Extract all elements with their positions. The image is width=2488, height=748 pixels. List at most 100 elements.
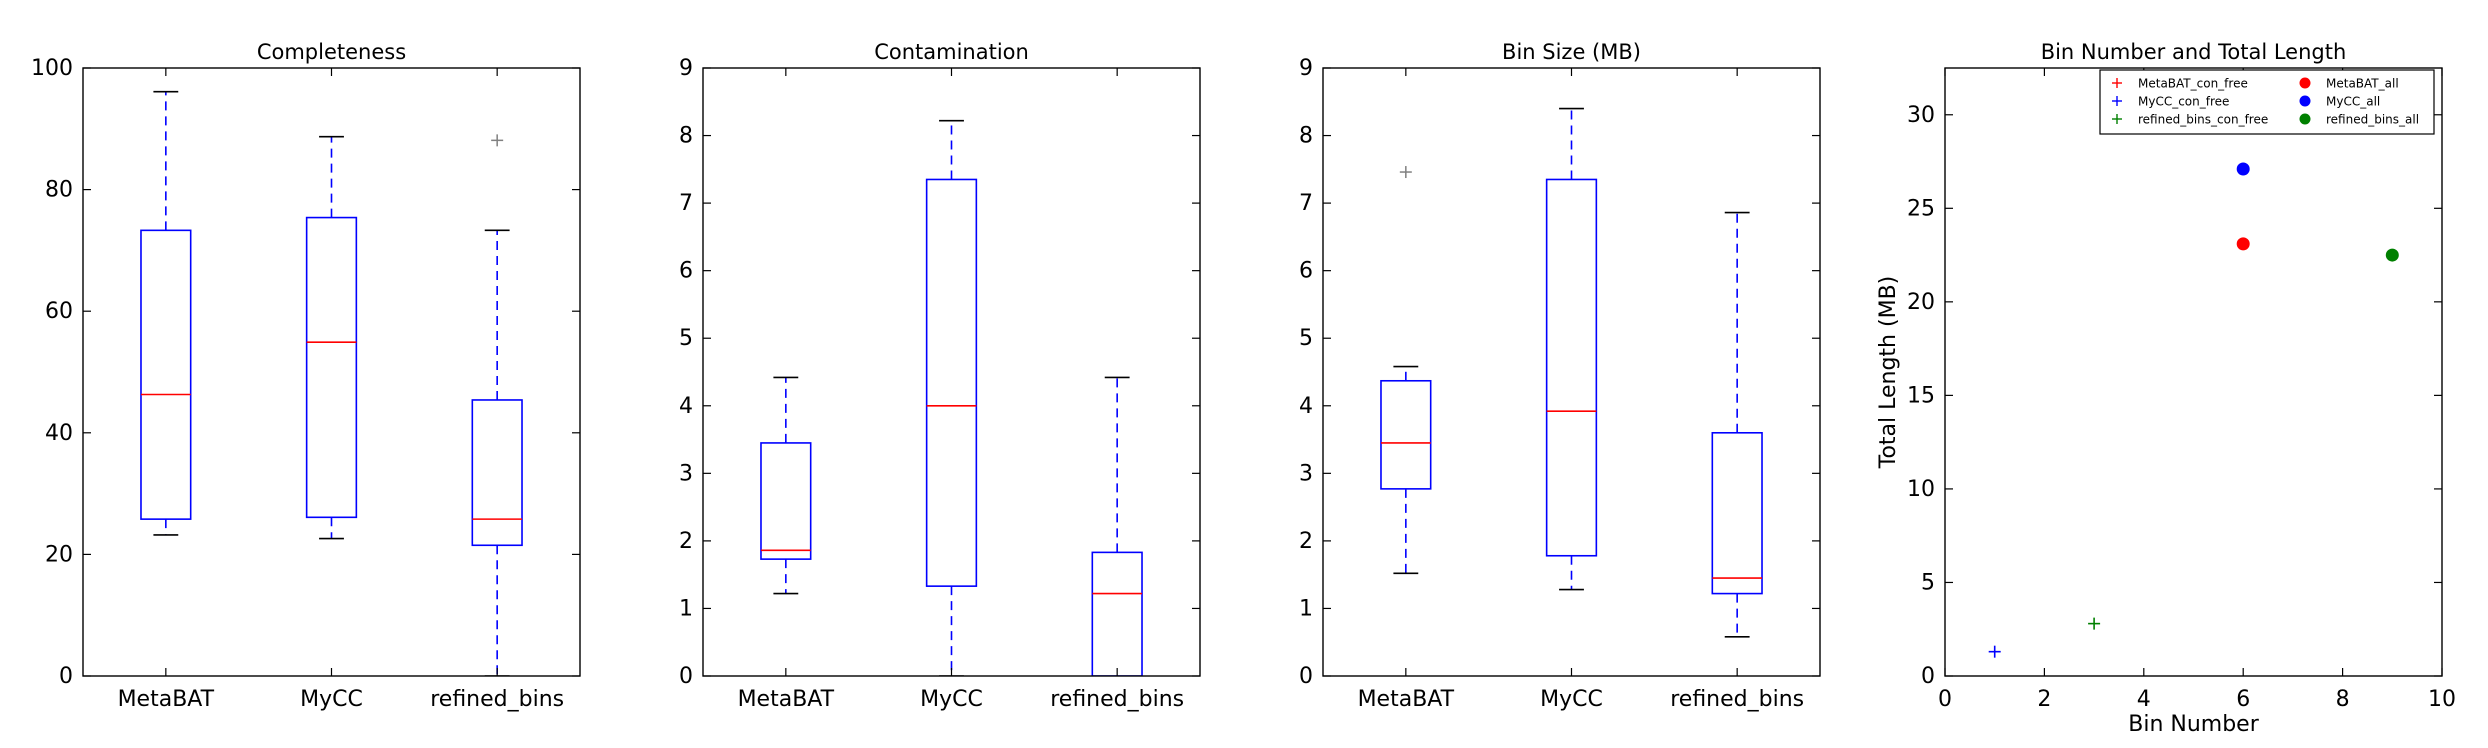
x-tick-label: 8 xyxy=(2336,687,2350,712)
chart-title: Contamination xyxy=(874,40,1029,64)
y-tick-label: 30 xyxy=(1907,103,1935,128)
y-tick-label: 100 xyxy=(31,56,73,81)
y-tick-label: 25 xyxy=(1907,196,1935,221)
iqr-box xyxy=(471,399,523,547)
iqr-box xyxy=(1711,431,1763,595)
legend-marker xyxy=(2299,113,2311,125)
y-tick-label: 5 xyxy=(1921,570,1935,595)
y-tick-label: 1 xyxy=(1299,596,1313,621)
x-tick-label: MetaBAT xyxy=(118,687,215,712)
x-tick-label: MetaBAT xyxy=(1358,687,1455,712)
box-MyCC xyxy=(305,135,358,540)
box-MyCC xyxy=(1545,107,1598,591)
y-tick-label: 40 xyxy=(45,421,73,446)
plot-area xyxy=(1380,107,1763,638)
legend-marker xyxy=(2112,78,2122,88)
flier-point xyxy=(1399,166,1412,179)
y-tick-label: 3 xyxy=(679,461,693,486)
x-tick-label: 10 xyxy=(2428,687,2456,712)
iqr-box xyxy=(925,178,978,587)
x-tick-label: MyCC xyxy=(300,687,363,712)
x-tick-label: MyCC xyxy=(1540,687,1603,712)
y-tick-label: 20 xyxy=(1907,290,1935,315)
y-tick-label: 0 xyxy=(679,664,693,689)
x-axis-label: Bin Number xyxy=(2128,712,2259,737)
box-refined_bins xyxy=(471,134,523,676)
chart-title: Bin Number and Total Length xyxy=(2041,40,2347,64)
flier-point xyxy=(491,134,504,147)
legend-label: MyCC_all xyxy=(2326,95,2380,109)
x-tick-label: 6 xyxy=(2236,687,2250,712)
iqr-box xyxy=(1091,551,1143,676)
box-MetaBAT xyxy=(760,376,812,595)
y-tick-label: 1 xyxy=(679,596,693,621)
plot-area xyxy=(760,119,1143,676)
y-tick-label: 4 xyxy=(679,394,693,419)
y-tick-label: 2 xyxy=(679,529,693,554)
data-point-MyCC_con_free xyxy=(1988,645,2001,658)
iqr-box xyxy=(1545,178,1598,557)
box-MetaBAT xyxy=(140,90,192,536)
box-MyCC xyxy=(925,119,978,676)
y-tick-label: 0 xyxy=(1299,664,1313,689)
boxplot-panel-3: 0 1 2 3 4 5 6 7 8 9 MetaBAT MyCC refined_bins Bin Siz… xyxy=(1299,40,1821,712)
x-tick-label: MetaBAT xyxy=(738,687,835,712)
y-tick-label: 3 xyxy=(1299,461,1313,486)
scatter-panel: 0 5 10 15 20 25 30 0 2 4 6 8 10 MetaBAT_con_free MyCC_… xyxy=(1876,40,2456,737)
iqr-box xyxy=(760,442,812,560)
boxplot-panel-2: 0 1 2 3 4 5 6 7 8 9 MetaBAT MyCC refined_bins Contami… xyxy=(679,40,1201,712)
y-tick-label: 8 xyxy=(1299,124,1313,149)
data-point-refined_bins_con_free xyxy=(2088,617,2101,630)
legend: MetaBAT_con_free MyCC_con_free refined_bin… xyxy=(2099,69,2435,135)
y-tick-label: 5 xyxy=(1299,326,1313,351)
y-tick-label: 0 xyxy=(59,664,73,689)
data-point-MetaBAT_all xyxy=(2236,237,2250,251)
legend-marker xyxy=(2112,96,2122,106)
legend-label: MetaBAT_all xyxy=(2326,77,2399,91)
legend-marker xyxy=(2299,95,2311,107)
x-tick-label: 2 xyxy=(2037,687,2051,712)
y-tick-label: 7 xyxy=(1299,191,1313,216)
y-tick-label: 4 xyxy=(1299,394,1313,419)
legend-label: refined_bins_all xyxy=(2326,113,2419,127)
y-tick-label: 7 xyxy=(679,191,693,216)
legend-marker xyxy=(2112,114,2122,124)
y-tick-label: 0 xyxy=(1921,664,1935,689)
iqr-box xyxy=(305,216,358,519)
box-refined_bins xyxy=(1711,211,1763,638)
y-tick-label: 2 xyxy=(1299,529,1313,554)
iqr-box xyxy=(1380,379,1432,490)
box-MetaBAT xyxy=(1380,166,1432,575)
iqr-box xyxy=(140,229,192,520)
chart-title: Completeness xyxy=(257,40,406,64)
x-tick-label: 0 xyxy=(1938,687,1952,712)
x-tick-label: refined_bins xyxy=(1670,687,1804,712)
x-tick-label: MyCC xyxy=(920,687,983,712)
y-tick-label: 9 xyxy=(1299,56,1313,81)
plot-area xyxy=(140,90,523,676)
legend-box xyxy=(2099,69,2435,135)
y-tick-label: 60 xyxy=(45,299,73,324)
legend-label: refined_bins_con_free xyxy=(2138,113,2268,127)
y-tick-label: 15 xyxy=(1907,383,1935,408)
y-tick-label: 6 xyxy=(679,259,693,284)
x-tick-label: refined_bins xyxy=(430,687,564,712)
box-refined_bins xyxy=(1091,376,1143,676)
axes-frame xyxy=(1944,67,2443,677)
y-tick-label: 8 xyxy=(679,124,693,149)
y-axis-label: Total Length (MB) xyxy=(1876,276,1901,470)
boxplot-panel-1: 0 20 40 60 80 100 MetaBAT MyCC refined_bins Compl… xyxy=(31,40,581,712)
data-point-refined_bins_all xyxy=(2385,248,2399,262)
y-tick-label: 5 xyxy=(679,326,693,351)
y-tick-label: 9 xyxy=(679,56,693,81)
x-tick-label: 4 xyxy=(2137,687,2151,712)
x-tick-label: refined_bins xyxy=(1050,687,1184,712)
chart-title: Bin Size (MB) xyxy=(1502,40,1641,64)
y-tick-label: 6 xyxy=(1299,259,1313,284)
legend-marker xyxy=(2299,77,2311,89)
legend-label: MyCC_con_free xyxy=(2138,95,2229,109)
legend-label: MetaBAT_con_free xyxy=(2138,77,2248,91)
y-tick-label: 20 xyxy=(45,542,73,567)
y-tick-label: 10 xyxy=(1907,477,1935,502)
